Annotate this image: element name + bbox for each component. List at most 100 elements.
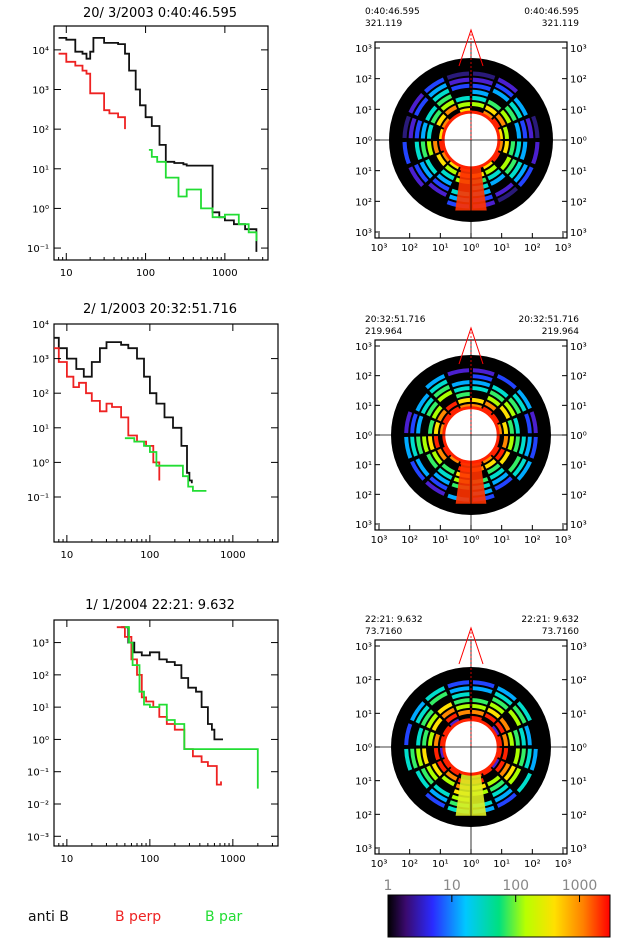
polar-bin	[507, 419, 514, 434]
polar-bin	[472, 680, 495, 689]
polar-x-tick-label: 10³	[371, 243, 388, 254]
polar-bin	[414, 97, 429, 117]
polar-bin	[516, 460, 532, 481]
y-tick-label: 10⁻¹	[27, 493, 49, 504]
polar-bin	[455, 95, 470, 103]
polar-x-tick-label: 10³	[371, 859, 388, 870]
colorbar: 1 10 100 1000	[384, 878, 611, 938]
polar-bin	[431, 405, 443, 419]
polar-bin	[426, 453, 439, 469]
polar-bin	[499, 763, 511, 777]
spectrum-panel-2: 2/ 1/2003 20:32:51.716 10 100 1000 10⁴ 10³ 10…	[27, 302, 279, 561]
polar-y-tick-right: 10²	[570, 197, 587, 208]
polar-bin	[495, 760, 505, 773]
polar-bin	[487, 463, 501, 475]
polar-bin	[408, 166, 425, 187]
x-tick-label: 1000	[212, 268, 237, 279]
polar-bin	[449, 766, 460, 776]
polar-bin	[425, 686, 446, 702]
polar-x-tick-label: 10¹	[432, 535, 449, 546]
polar-bin	[431, 717, 443, 731]
polar-bin	[513, 163, 528, 183]
polar-bin	[489, 390, 505, 403]
polar-bin	[516, 389, 532, 410]
polar-y-tick-left: 10³	[355, 844, 372, 855]
series-line	[121, 626, 223, 741]
x-tick-label: 1000	[220, 550, 245, 561]
polar-bin	[513, 436, 520, 453]
polar-bin	[445, 401, 458, 411]
polar-bin	[442, 758, 452, 769]
polar-bin	[410, 460, 426, 481]
polar-bin	[513, 748, 520, 765]
y-tick-label: 10³	[32, 639, 49, 650]
polar-bin	[455, 704, 470, 711]
polar-bin	[437, 467, 453, 480]
polar-x-tick-label: 10²	[524, 243, 541, 254]
polar-bin	[429, 691, 448, 706]
polar-bin	[513, 417, 520, 434]
legend-item: B par	[205, 909, 243, 925]
polar-y-tick-left: 10¹	[355, 461, 372, 472]
polar-y-tick-left: 10²	[355, 372, 372, 383]
polar-bin	[410, 748, 418, 769]
polar-bin	[433, 784, 451, 798]
colorbar-tick-label: 1000	[562, 878, 598, 894]
polar-bin	[440, 99, 455, 111]
polar-bin	[436, 113, 447, 127]
polar-bin	[414, 141, 423, 160]
polar-y-tick-right: 10²	[570, 75, 587, 86]
y-tick-label: 10²	[32, 671, 49, 682]
polar-bin	[489, 779, 505, 792]
polar-bin	[518, 436, 526, 455]
polar-bin	[444, 105, 458, 116]
polar-y-tick-left: 10¹	[355, 167, 372, 178]
polar-bin	[425, 480, 446, 496]
polar-bin	[441, 775, 455, 787]
x-tick-label: 100	[140, 854, 159, 865]
y-tick-label: 10³	[32, 86, 49, 97]
y-tick-label: 10⁻²	[27, 800, 49, 811]
polar-bin	[472, 89, 489, 97]
polar-x-tick-label: 10³	[371, 535, 388, 546]
polar-bin	[502, 436, 509, 449]
polar-bin	[430, 109, 442, 124]
polar-bin	[402, 141, 411, 165]
polar-bin	[500, 156, 512, 171]
polar-bin	[449, 718, 460, 728]
polar-bin	[504, 105, 517, 122]
polar-bin	[489, 702, 505, 715]
polar-bin	[437, 760, 447, 773]
polar-y-tick-right: 10¹	[570, 777, 587, 788]
polar-bin	[502, 421, 509, 434]
polar-y-tick-right: 10³	[570, 228, 587, 239]
polar-bin	[489, 173, 506, 186]
polar-bin	[416, 415, 424, 434]
polar-x-tick-label: 10²	[401, 243, 418, 254]
polar-bin	[433, 472, 451, 486]
polar-bin	[440, 169, 455, 181]
polar-bin	[524, 748, 532, 769]
polar-bin	[508, 767, 522, 785]
polar-bin	[437, 448, 447, 461]
polar-bin	[424, 77, 445, 94]
polar-bin	[525, 117, 534, 139]
polar-bin	[508, 455, 522, 473]
polar-panel-3: 22:21: 9.632 73.7160 22:21: 9.632 73.7160 10…	[355, 615, 586, 870]
polar-y-tick-right: 10¹	[570, 105, 587, 116]
polar-bin	[503, 765, 516, 781]
polar-value-left: 219.964	[365, 327, 402, 337]
polar-bin	[451, 692, 470, 700]
polar-x-tick-label: 10⁰	[463, 535, 480, 546]
polar-x-tick-label: 10¹	[493, 243, 510, 254]
polar-bin	[529, 436, 538, 459]
polar-bin	[441, 463, 455, 475]
polar-bin	[496, 374, 517, 390]
polar-bin	[472, 380, 491, 388]
polar-bin	[436, 94, 453, 107]
polar-x-tick-label: 10¹	[493, 535, 510, 546]
legend-item: B perp	[115, 909, 161, 925]
polar-bin	[512, 705, 527, 724]
polar-bin	[441, 118, 451, 129]
polar-bin	[410, 436, 418, 457]
